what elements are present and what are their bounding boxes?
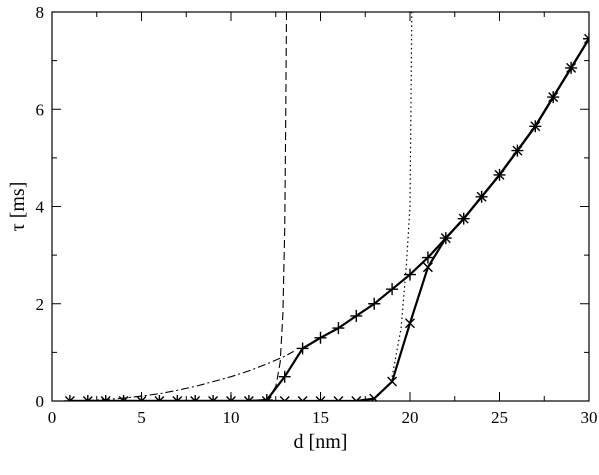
series-point xyxy=(63,395,76,401)
series-line xyxy=(266,12,288,401)
series-point xyxy=(530,121,541,132)
series-point xyxy=(82,396,93,401)
series-point xyxy=(190,396,201,401)
series-point xyxy=(171,395,184,401)
series-point xyxy=(153,395,166,401)
series-point xyxy=(458,213,469,224)
series-point xyxy=(421,251,434,264)
series-point xyxy=(243,396,254,401)
y-tick-label: 8 xyxy=(36,3,45,22)
series-point xyxy=(189,395,202,401)
series-point xyxy=(404,268,416,281)
series-5 xyxy=(391,12,413,377)
series-point xyxy=(387,376,398,387)
series-point xyxy=(208,396,219,401)
series-point xyxy=(172,396,183,401)
series-point xyxy=(494,169,505,180)
x-tick-label: 25 xyxy=(491,408,508,427)
x-tick-label: 0 xyxy=(48,408,57,427)
x-tick-label: 10 xyxy=(223,408,240,427)
series-point xyxy=(226,396,236,401)
x-tick-label: 15 xyxy=(312,408,329,427)
series-point xyxy=(297,396,308,401)
series-point xyxy=(333,396,344,401)
series-point xyxy=(351,396,362,401)
series-line xyxy=(69,38,589,401)
series-2 xyxy=(64,33,589,401)
series-point xyxy=(154,396,165,401)
plot-area xyxy=(51,11,590,402)
series-point xyxy=(369,393,380,401)
y-axis-label: τ [ms] xyxy=(7,182,29,232)
series-point xyxy=(512,145,523,156)
y-tick-label: 2 xyxy=(36,295,45,314)
series-point xyxy=(566,62,577,73)
series-line xyxy=(391,12,413,377)
series-point xyxy=(100,396,111,401)
series-line xyxy=(69,38,589,401)
series-point xyxy=(117,395,130,401)
y-tick-label: 4 xyxy=(36,198,45,217)
y-tick-label: 6 xyxy=(36,100,45,119)
series-1 xyxy=(63,32,589,401)
y-tick-label: 0 xyxy=(36,392,45,411)
x-tick-label: 30 xyxy=(581,408,598,427)
series-point xyxy=(242,395,255,401)
series-point xyxy=(315,396,326,401)
series-point xyxy=(99,395,112,401)
series-point xyxy=(350,309,363,322)
series-point xyxy=(386,283,399,296)
series-point xyxy=(278,370,291,383)
series-point xyxy=(583,32,589,45)
series-point xyxy=(261,396,272,401)
x-tick-label: 5 xyxy=(137,408,146,427)
series-line xyxy=(69,350,294,401)
series-point xyxy=(332,322,345,335)
series-3 xyxy=(69,350,294,401)
x-axis-label: d [nm] xyxy=(294,431,348,453)
series-point xyxy=(64,396,75,401)
series-point xyxy=(476,191,487,202)
series-point xyxy=(368,297,381,310)
series-point xyxy=(81,395,94,401)
series-point xyxy=(136,396,147,401)
series-point xyxy=(548,92,559,103)
series-point xyxy=(584,33,589,44)
axis-labels: d [nm] τ [ms] xyxy=(7,182,347,453)
series-point xyxy=(296,342,309,355)
series-point xyxy=(440,233,451,244)
series-point xyxy=(422,262,433,273)
series-point xyxy=(405,318,415,329)
axis-ticks: 0 5 10 15 20 25 30 0 2 4 6 8 xyxy=(36,3,598,427)
series-point xyxy=(279,396,290,401)
series-4 xyxy=(266,12,288,401)
x-tick-label: 20 xyxy=(402,408,419,427)
series-point xyxy=(207,395,220,401)
series-point xyxy=(314,331,327,344)
